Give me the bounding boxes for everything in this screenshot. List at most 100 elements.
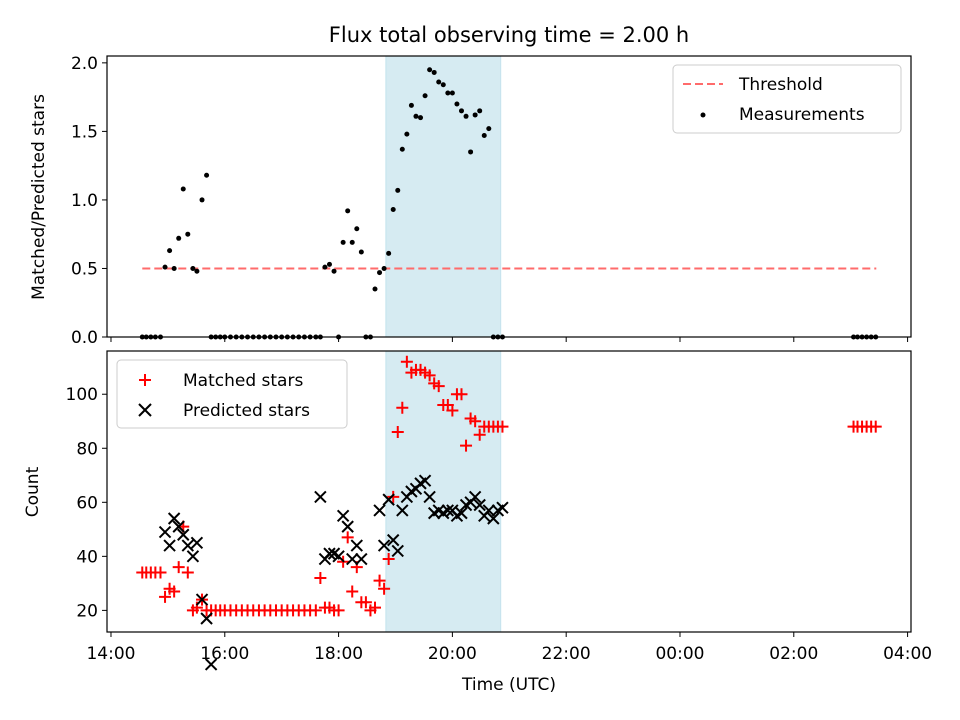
measurement-point bbox=[171, 265, 177, 271]
predicted-star-point bbox=[158, 525, 172, 539]
measurement-point bbox=[349, 239, 355, 245]
x-tick-label: 20:00 bbox=[428, 644, 477, 664]
legend-predicted-swatch bbox=[138, 403, 152, 417]
legend-measurements-label: Measurements bbox=[739, 105, 865, 125]
top-panel: Flux total observing time = 2.00 h Match… bbox=[29, 23, 912, 348]
x-tick-label: 02:00 bbox=[769, 644, 818, 664]
legend-measurement-swatch bbox=[700, 112, 706, 118]
measurement-point bbox=[176, 235, 182, 241]
measurement-point bbox=[477, 108, 483, 114]
legend-matched-swatch bbox=[139, 374, 151, 386]
predicted-star-point bbox=[355, 552, 368, 566]
legend-threshold-label: Threshold bbox=[738, 75, 823, 95]
legend-predicted-label: Predicted stars bbox=[183, 401, 310, 421]
measurement-point bbox=[372, 286, 378, 292]
measurement-point bbox=[199, 197, 205, 203]
measurement-point bbox=[204, 172, 210, 178]
x-tick-label: 22:00 bbox=[542, 644, 591, 664]
measurement-point bbox=[422, 93, 428, 99]
y-tick-label: 80 bbox=[76, 439, 98, 459]
top-plot-frame bbox=[106, 55, 912, 338]
measurement-point bbox=[463, 113, 469, 119]
measurement-point bbox=[386, 250, 392, 256]
x-tick-label: 14:00 bbox=[86, 644, 135, 664]
y-tick-label: 2.0 bbox=[71, 54, 98, 74]
predicted-star-point bbox=[177, 528, 190, 541]
predicted-star-point bbox=[341, 520, 354, 533]
matched-star-point bbox=[446, 404, 459, 417]
matched-star-point bbox=[314, 571, 327, 584]
measurement-point bbox=[162, 264, 168, 270]
predicted-star-point bbox=[186, 550, 200, 563]
matched-star-point bbox=[341, 531, 354, 544]
measurement-point bbox=[377, 270, 383, 276]
matched-star-point bbox=[359, 596, 372, 609]
predicted-star-point bbox=[382, 493, 395, 506]
top-chart-title: Flux total observing time = 2.00 h bbox=[329, 23, 689, 47]
predicted-star-point bbox=[336, 509, 350, 523]
matched-star-point bbox=[432, 380, 445, 393]
matched-star-point bbox=[346, 585, 359, 598]
matched-star-point bbox=[168, 585, 181, 598]
matched-star-point bbox=[387, 490, 400, 503]
measurement-point bbox=[413, 113, 419, 119]
matched-star-point bbox=[423, 369, 436, 382]
predicted-star-point bbox=[167, 512, 181, 525]
bottom-plot-frame bbox=[106, 350, 912, 633]
matched-star-point bbox=[869, 420, 882, 433]
measurement-point bbox=[194, 268, 200, 274]
matched-star-point bbox=[382, 553, 395, 566]
measurement-point bbox=[322, 264, 328, 270]
measurement-point bbox=[408, 102, 414, 108]
matched-star-point bbox=[181, 566, 194, 579]
matched-star-point bbox=[469, 415, 482, 428]
measurement-point bbox=[468, 149, 474, 155]
x-tick-label: 04:00 bbox=[883, 644, 932, 664]
legend-matched-label: Matched stars bbox=[183, 371, 303, 391]
matched-star-point bbox=[159, 590, 172, 603]
measurement-point bbox=[390, 207, 396, 213]
predicted-star-point bbox=[195, 593, 209, 606]
measurement-point bbox=[190, 265, 196, 271]
predicted-star-point bbox=[314, 490, 327, 504]
measurement-point bbox=[404, 131, 410, 137]
predicted-star-point bbox=[204, 658, 218, 671]
predicted-star-point bbox=[377, 539, 391, 552]
measurement-point bbox=[458, 108, 464, 114]
measurement-point bbox=[167, 248, 173, 254]
top-highlight-span bbox=[385, 55, 502, 338]
matched-star-point bbox=[369, 601, 381, 614]
top-legend: Threshold Measurements bbox=[672, 64, 902, 134]
measurement-point bbox=[358, 249, 364, 255]
matched-star-point bbox=[400, 355, 413, 368]
matched-star-point bbox=[172, 561, 185, 574]
predicted-star-point bbox=[473, 498, 486, 512]
predicted-star-point bbox=[350, 539, 363, 552]
predicted-star-point bbox=[373, 504, 386, 517]
measurement-point bbox=[431, 69, 437, 75]
measurement-point bbox=[331, 268, 337, 274]
predicted-star-point bbox=[482, 504, 496, 517]
predicted-star-point bbox=[391, 544, 404, 558]
matched-star-point bbox=[496, 420, 509, 433]
measurement-point bbox=[436, 79, 442, 85]
measurement-point bbox=[418, 115, 424, 121]
top-y-axis-label: Matched/Predicted stars bbox=[29, 94, 49, 300]
measurement-point bbox=[440, 82, 446, 88]
x-tick-label: 18:00 bbox=[314, 644, 363, 664]
predicted-star-point bbox=[172, 520, 185, 533]
predicted-star-point bbox=[181, 539, 195, 552]
y-tick-label: 40 bbox=[76, 547, 98, 567]
bottom-y-ticks: 20 40 60 80 100 bbox=[66, 385, 107, 621]
bottom-y-axis-label: Count bbox=[23, 466, 43, 517]
matched-star-point bbox=[309, 604, 322, 617]
matched-star-point bbox=[460, 439, 473, 452]
measurement-point bbox=[454, 101, 460, 107]
predicted-star-points bbox=[158, 474, 509, 671]
predicted-star-point bbox=[423, 490, 436, 504]
predicted-star-point bbox=[323, 547, 336, 560]
measurement-point bbox=[345, 208, 351, 214]
predicted-star-point bbox=[441, 504, 455, 517]
predicted-star-point bbox=[346, 552, 359, 566]
